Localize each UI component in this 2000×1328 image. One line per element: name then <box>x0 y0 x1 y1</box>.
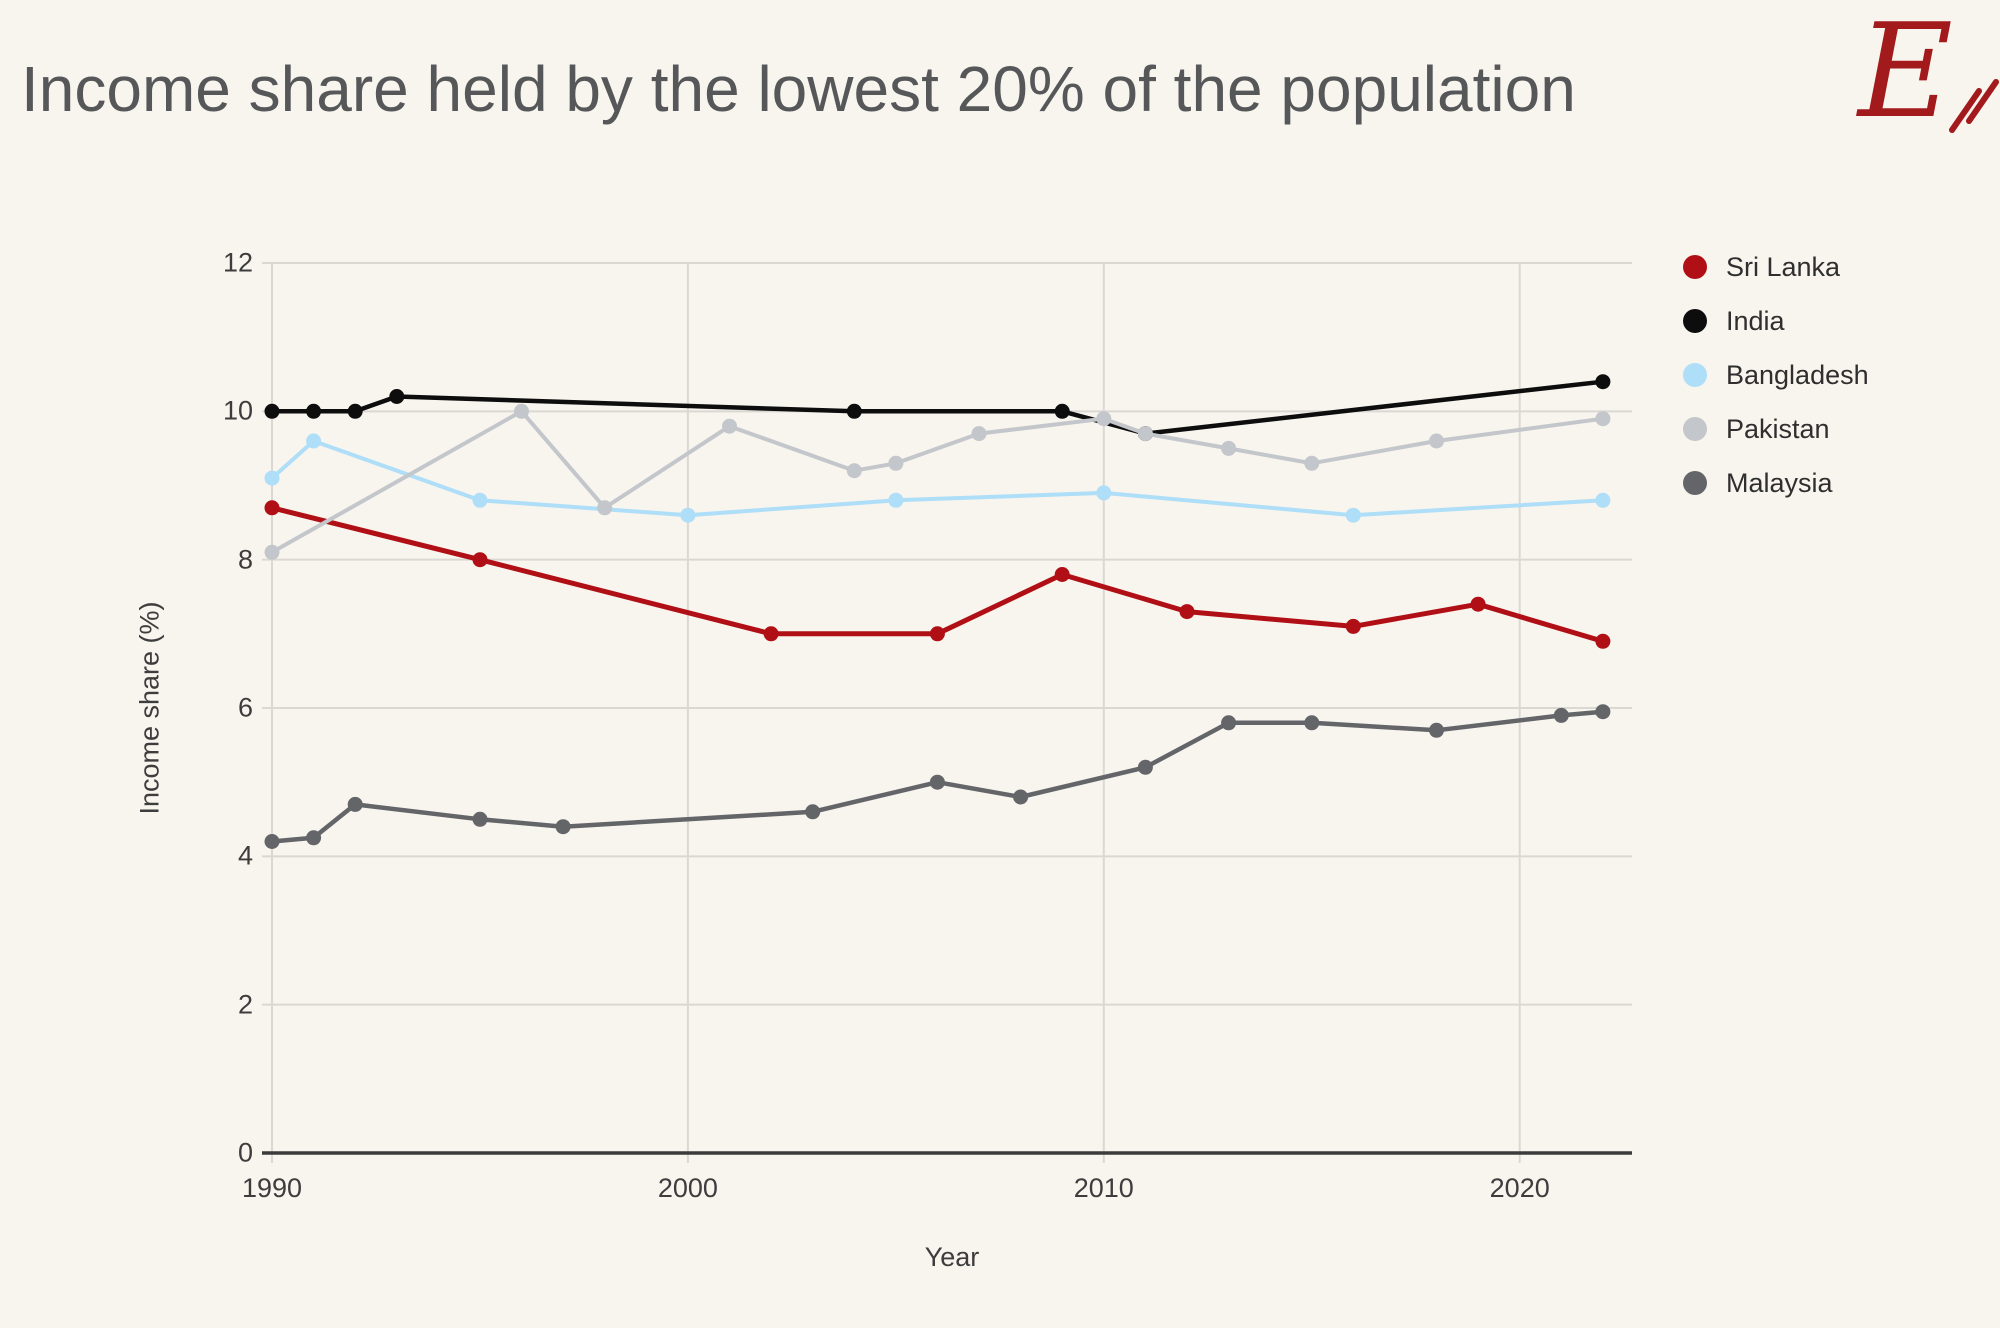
legend-item-bangladesh: Bangladesh <box>1683 348 1869 402</box>
data-point-pakistan <box>264 544 280 560</box>
data-point-india <box>1054 403 1070 419</box>
data-point-sri-lanka <box>1345 618 1361 634</box>
data-point-pakistan <box>971 426 987 442</box>
legend-dot-icon <box>1683 417 1707 441</box>
data-point-bangladesh <box>1345 507 1361 523</box>
legend-item-malaysia: Malaysia <box>1683 456 1869 510</box>
y-tick-label: 2 <box>237 989 253 1020</box>
chart-legend: Sri Lanka India Bangladesh Pakistan Malaysia <box>1683 240 1869 510</box>
data-point-pakistan <box>1429 433 1444 449</box>
series-line-sri-lanka <box>269 505 1606 644</box>
data-point-bangladesh <box>680 507 696 523</box>
legend-dot-icon <box>1683 471 1707 495</box>
y-tick-label: 0 <box>237 1137 253 1168</box>
data-point-malaysia <box>1013 789 1029 805</box>
data-point-malaysia <box>1137 759 1153 775</box>
y-tick-label: 8 <box>237 544 253 575</box>
data-point-bangladesh <box>1595 492 1611 508</box>
data-point-malaysia <box>805 804 821 820</box>
data-point-pakistan <box>1304 455 1320 471</box>
data-point-sri-lanka <box>1470 596 1486 612</box>
data-point-pakistan <box>1096 411 1112 427</box>
series-line-bangladesh <box>270 439 1605 518</box>
data-point-india <box>389 389 405 404</box>
data-point-pakistan <box>514 403 529 419</box>
data-point-india <box>264 403 280 419</box>
data-point-bangladesh <box>472 492 488 508</box>
data-point-malaysia <box>929 774 945 790</box>
data-point-malaysia <box>555 819 571 835</box>
data-point-malaysia <box>347 796 363 812</box>
page-title: Income share held by the lowest 20% of t… <box>21 53 1576 125</box>
data-point-malaysia <box>472 811 488 827</box>
logo-slash-icon <box>1949 88 1982 133</box>
legend-item-sri-lanka: Sri Lanka <box>1683 240 1869 294</box>
data-point-malaysia <box>1595 704 1611 720</box>
y-axis-title: Income share (%) <box>134 601 165 815</box>
data-point-malaysia <box>1429 722 1444 738</box>
data-point-pakistan <box>1137 426 1153 442</box>
y-tick-label: 4 <box>237 840 253 871</box>
y-tick-label: 10 <box>222 395 253 426</box>
data-point-sri-lanka <box>1179 604 1195 620</box>
series-line-pakistan <box>270 409 1605 555</box>
y-tick-label: 6 <box>237 692 253 723</box>
data-point-malaysia <box>264 834 280 849</box>
x-tick-label: 2020 <box>1489 1173 1550 1203</box>
data-point-malaysia <box>1221 715 1237 731</box>
legend-dot-icon <box>1683 255 1707 279</box>
data-point-bangladesh <box>306 433 322 449</box>
data-point-bangladesh <box>888 492 904 508</box>
data-point-sri-lanka <box>763 626 779 642</box>
data-point-pakistan <box>846 463 862 479</box>
data-point-india <box>306 403 322 419</box>
data-point-pakistan <box>1221 440 1237 456</box>
series-line-malaysia <box>269 709 1606 844</box>
logo-letter: E <box>1856 0 1953 145</box>
legend-dot-icon <box>1683 363 1707 387</box>
data-point-india <box>347 403 363 419</box>
logo-slash-icon <box>1966 79 1999 124</box>
legend-label: Sri Lanka <box>1726 251 1841 282</box>
x-tick-label: 1990 <box>241 1173 303 1203</box>
legend-dot-icon <box>1683 309 1707 333</box>
data-point-india <box>1595 374 1611 390</box>
legend-item-india: India <box>1683 294 1869 348</box>
y-tick-label: 12 <box>222 247 253 278</box>
legend-label: Malaysia <box>1726 467 1833 498</box>
x-tick-label: 2000 <box>657 1173 718 1203</box>
legend-label: Pakistan <box>1726 413 1830 444</box>
data-point-india <box>846 403 862 419</box>
legend-label: India <box>1726 305 1785 336</box>
data-point-malaysia <box>1553 707 1569 723</box>
legend-label: Bangladesh <box>1726 359 1869 390</box>
data-point-sri-lanka <box>1595 633 1611 649</box>
data-point-sri-lanka <box>264 500 280 516</box>
data-point-malaysia <box>306 830 322 846</box>
data-point-sri-lanka <box>1054 567 1070 582</box>
data-point-bangladesh <box>1096 485 1112 501</box>
x-tick-label: 2010 <box>1073 1173 1134 1203</box>
data-point-pakistan <box>1595 411 1611 427</box>
data-point-malaysia <box>1304 715 1320 731</box>
data-point-pakistan <box>722 418 737 434</box>
data-point-sri-lanka <box>472 552 488 568</box>
data-point-pakistan <box>597 500 613 516</box>
x-axis-title: Year <box>924 1242 980 1272</box>
data-point-bangladesh <box>264 470 280 486</box>
legend-item-pakistan: Pakistan <box>1683 402 1869 456</box>
data-point-pakistan <box>888 455 904 471</box>
data-point-sri-lanka <box>929 626 945 642</box>
series-line-india <box>269 379 1606 436</box>
logo-e-icon: E <box>1856 0 1999 145</box>
